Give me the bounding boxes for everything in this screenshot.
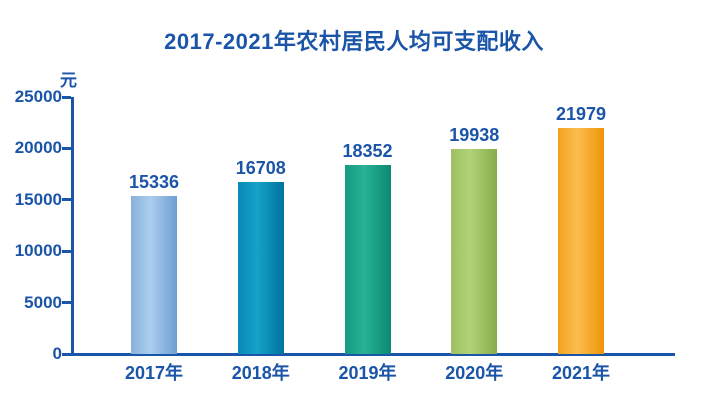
chart-title: 2017-2021年农村居民人均可支配收入 [164,29,544,54]
x-axis-line [70,353,675,356]
y-tick-label: 15000 [14,189,62,209]
y-tick-mark [62,198,71,202]
x-axis-label: 2018年 [231,363,290,383]
y-tick-label: 0 [52,344,62,363]
y-tick-label: 20000 [14,138,62,158]
y-tick-mark [62,301,71,305]
bar-2017年 [131,196,177,354]
bar-2018年 [237,182,284,354]
bar-value-label: 19938 [449,125,500,146]
bar-2021年 [558,128,604,354]
bar-value-label: 15336 [128,172,180,193]
x-axis-label: 2019年 [338,363,397,383]
x-axis-label: 2020年 [445,363,504,383]
y-axis-line [71,97,74,354]
bar-value-label: 18352 [342,141,393,162]
x-axis-label: 2017年 [124,363,184,383]
y-tick-mark [62,352,71,356]
y-tick-label: 25000 [14,87,62,106]
bar-2020年 [451,149,498,354]
x-axis-label: 2021年 [551,363,611,383]
y-tick-mark [62,249,71,253]
y-axis-unit-label: 元 [60,71,77,90]
bar-value-label: 16708 [235,158,286,179]
y-tick-mark [62,146,71,150]
y-tick-label: 5000 [24,292,62,312]
y-tick-mark [62,95,71,99]
bar-value-label: 21979 [555,104,607,125]
bar-2019年 [344,165,391,354]
y-tick-label: 10000 [14,241,62,261]
